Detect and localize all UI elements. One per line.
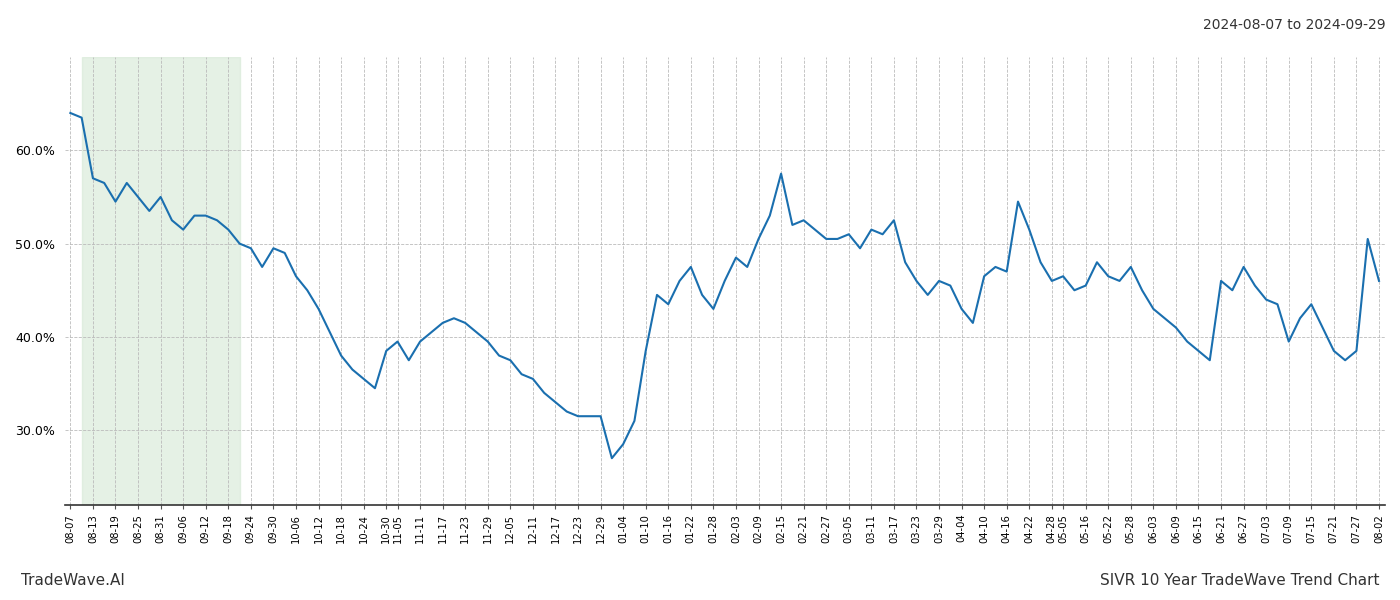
Text: 2024-08-07 to 2024-09-29: 2024-08-07 to 2024-09-29 — [1204, 18, 1386, 32]
Text: SIVR 10 Year TradeWave Trend Chart: SIVR 10 Year TradeWave Trend Chart — [1099, 573, 1379, 588]
Text: TradeWave.AI: TradeWave.AI — [21, 573, 125, 588]
Bar — [81, 57, 239, 505]
